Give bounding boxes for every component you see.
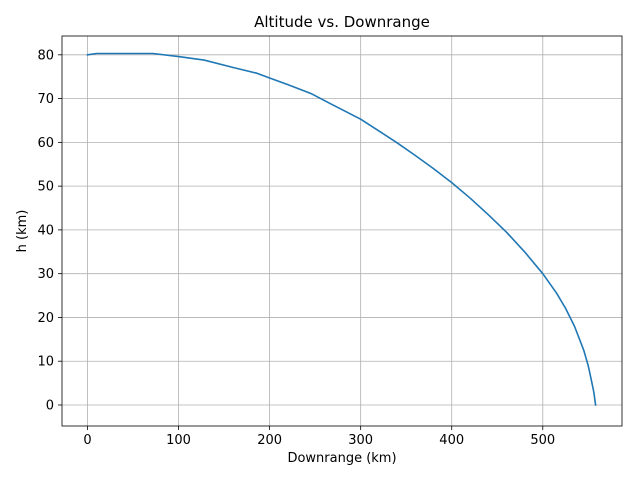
axis-ticks: 0 100 200 300 400 500 0 10 20 30 40 50 60 70 80	[37, 48, 555, 448]
y-tick-label: 10	[37, 355, 54, 370]
y-tick-label: 70	[37, 92, 54, 107]
x-tick-label: 400	[439, 433, 464, 448]
series-layer	[86, 52, 597, 406]
y-tick-label: 30	[37, 267, 54, 282]
y-tick-label: 60	[37, 136, 54, 151]
x-axis-label: Downrange (km)	[287, 451, 396, 466]
x-tick-label: 500	[530, 433, 555, 448]
y-tick-label: 50	[37, 180, 54, 195]
y-tick-label: 0	[46, 398, 54, 413]
chart-title: Altitude vs. Downrange	[254, 13, 430, 31]
x-tick-label: 0	[83, 433, 91, 448]
series-line-altitude	[86, 52, 597, 406]
x-tick-label: 200	[257, 433, 282, 448]
x-tick-label: 100	[166, 433, 191, 448]
plot-frame	[61, 35, 623, 427]
y-tick-label: 40	[37, 223, 54, 238]
y-tick-label: 20	[37, 311, 54, 326]
y-axis-label: h (km)	[15, 210, 30, 253]
grid	[62, 36, 622, 426]
x-tick-label: 300	[348, 433, 373, 448]
y-tick-label: 80	[37, 48, 54, 63]
